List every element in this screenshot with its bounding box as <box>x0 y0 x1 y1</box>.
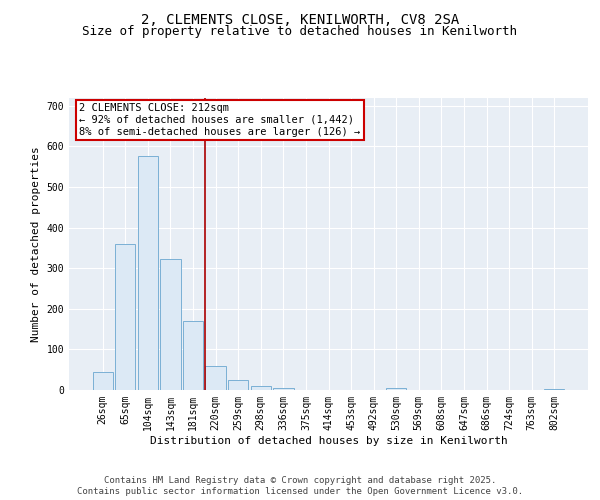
Y-axis label: Number of detached properties: Number of detached properties <box>31 146 41 342</box>
Bar <box>386 388 406 390</box>
Bar <box>228 380 248 390</box>
Bar <box>544 389 565 390</box>
Text: Contains HM Land Registry data © Crown copyright and database right 2025.: Contains HM Land Registry data © Crown c… <box>104 476 496 485</box>
Bar <box>183 321 203 390</box>
Text: 2, CLEMENTS CLOSE, KENILWORTH, CV8 2SA: 2, CLEMENTS CLOSE, KENILWORTH, CV8 2SA <box>141 12 459 26</box>
Text: Contains public sector information licensed under the Open Government Licence v3: Contains public sector information licen… <box>77 488 523 496</box>
Bar <box>273 388 293 390</box>
Bar <box>92 372 113 390</box>
Bar <box>251 386 271 390</box>
X-axis label: Distribution of detached houses by size in Kenilworth: Distribution of detached houses by size … <box>149 436 508 446</box>
Bar <box>138 156 158 390</box>
Bar <box>205 366 226 390</box>
Bar <box>160 259 181 390</box>
Bar <box>115 244 136 390</box>
Text: Size of property relative to detached houses in Kenilworth: Size of property relative to detached ho… <box>83 25 517 38</box>
Text: 2 CLEMENTS CLOSE: 212sqm
← 92% of detached houses are smaller (1,442)
8% of semi: 2 CLEMENTS CLOSE: 212sqm ← 92% of detach… <box>79 104 361 136</box>
